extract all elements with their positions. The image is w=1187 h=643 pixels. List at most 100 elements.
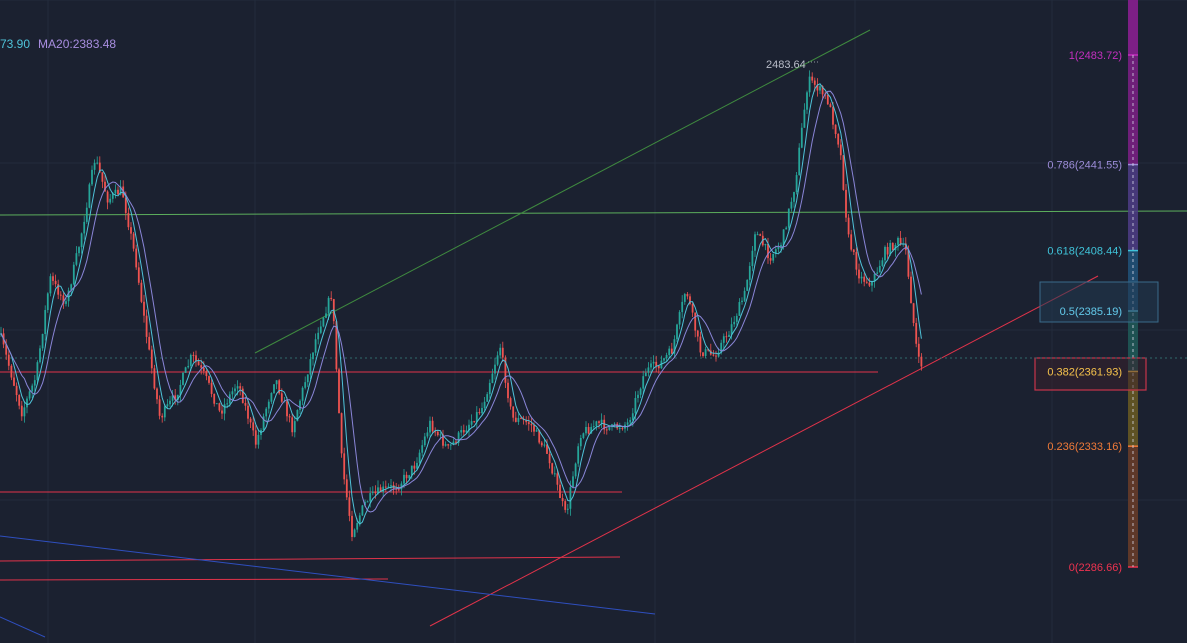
fibonacci-retracement: 1(2483.72) 0.786(2441.55) 0.618(2408.44) 0.… xyxy=(1034,0,1159,574)
candle-body xyxy=(808,76,811,93)
candle-body xyxy=(106,191,109,203)
candle-body xyxy=(319,326,322,333)
candle-body xyxy=(462,430,465,433)
candle-body xyxy=(28,391,31,399)
candle-body xyxy=(598,421,600,423)
candle-body xyxy=(884,246,886,261)
candle-body xyxy=(821,86,824,95)
candle-body xyxy=(343,453,346,480)
candle-body xyxy=(314,339,317,353)
candle-body xyxy=(491,373,494,383)
candle-body xyxy=(143,301,145,316)
candle-body xyxy=(444,444,447,446)
candle-body xyxy=(748,266,751,280)
candle-body xyxy=(236,386,239,389)
candle-body xyxy=(249,418,252,423)
candle-body xyxy=(509,398,512,407)
candle-body xyxy=(663,358,665,361)
ma-fast-line xyxy=(0,83,922,525)
candle-body xyxy=(585,426,587,434)
candle-body xyxy=(626,422,629,425)
candle-body xyxy=(405,474,408,479)
candle-body xyxy=(806,92,808,110)
candle-body xyxy=(218,403,221,411)
candle-body xyxy=(800,127,803,148)
candle-body xyxy=(793,192,795,202)
candle-body xyxy=(912,303,915,323)
candle-body xyxy=(777,246,780,250)
candle-body xyxy=(20,405,23,417)
candle-body xyxy=(546,444,548,454)
candle-body xyxy=(538,430,541,443)
candle-body xyxy=(899,237,902,244)
candle-body xyxy=(304,382,307,388)
candle-body xyxy=(252,422,255,431)
candle-body xyxy=(772,253,775,261)
candle-body xyxy=(722,336,725,343)
candle-body xyxy=(889,242,892,255)
support-line xyxy=(0,578,389,581)
candle-body xyxy=(96,162,99,164)
candle-body xyxy=(234,388,236,392)
candle-body xyxy=(306,374,309,383)
candle-body xyxy=(301,387,304,401)
candle-body xyxy=(379,487,382,493)
candle-body xyxy=(481,407,483,414)
candle-body xyxy=(647,367,650,373)
candle-body xyxy=(226,403,229,405)
candle-body xyxy=(725,336,728,338)
candle-body xyxy=(338,369,340,414)
fib-label: 0.618(2408.44) xyxy=(1047,246,1122,258)
candle-body xyxy=(564,501,567,510)
candle-body xyxy=(26,398,28,408)
candle-body xyxy=(787,208,790,228)
candle-body xyxy=(364,501,366,506)
candle-body xyxy=(907,250,910,277)
candle-body xyxy=(618,428,621,430)
candle-body xyxy=(668,348,671,356)
candle-body xyxy=(915,322,918,344)
candle-body xyxy=(189,354,192,366)
candle-body xyxy=(59,294,62,296)
candle-body xyxy=(728,334,730,337)
candle-body xyxy=(733,321,736,325)
candle-body xyxy=(83,221,86,234)
candle-body xyxy=(205,371,208,377)
candle-body xyxy=(860,276,863,279)
candle-body xyxy=(530,424,533,426)
candle-body xyxy=(57,284,60,295)
candle-body xyxy=(769,258,772,261)
candle-body xyxy=(423,436,426,446)
candle-body xyxy=(384,486,387,488)
candle-body xyxy=(504,357,507,383)
candle-body xyxy=(88,184,91,208)
fib-highlight-box xyxy=(1039,281,1159,323)
candle-body xyxy=(897,237,899,245)
candle-body xyxy=(499,347,502,356)
moving-average-legend: 73.90 MA20:2383.48 xyxy=(0,37,116,51)
candle-body xyxy=(322,317,325,327)
candle-body xyxy=(465,430,468,433)
candle-body xyxy=(816,84,819,91)
drawings xyxy=(0,29,1187,638)
candle-body xyxy=(868,282,871,286)
candle-body xyxy=(72,264,75,285)
fib-label: 0.786(2441.55) xyxy=(1047,160,1122,172)
candle-body xyxy=(158,399,161,416)
candle-body xyxy=(657,365,660,369)
candle-body xyxy=(33,380,36,386)
candle-body xyxy=(210,382,213,394)
candle-body xyxy=(488,382,491,395)
candle-body xyxy=(286,401,288,417)
candle-body xyxy=(865,281,868,283)
candle-body xyxy=(850,234,853,250)
candle-body xyxy=(847,217,850,235)
candle-body xyxy=(309,359,312,375)
candle-body xyxy=(579,437,582,447)
candle-body xyxy=(213,393,216,404)
candle-body xyxy=(556,473,559,485)
candle-body xyxy=(475,412,478,423)
candle-body xyxy=(184,367,187,373)
